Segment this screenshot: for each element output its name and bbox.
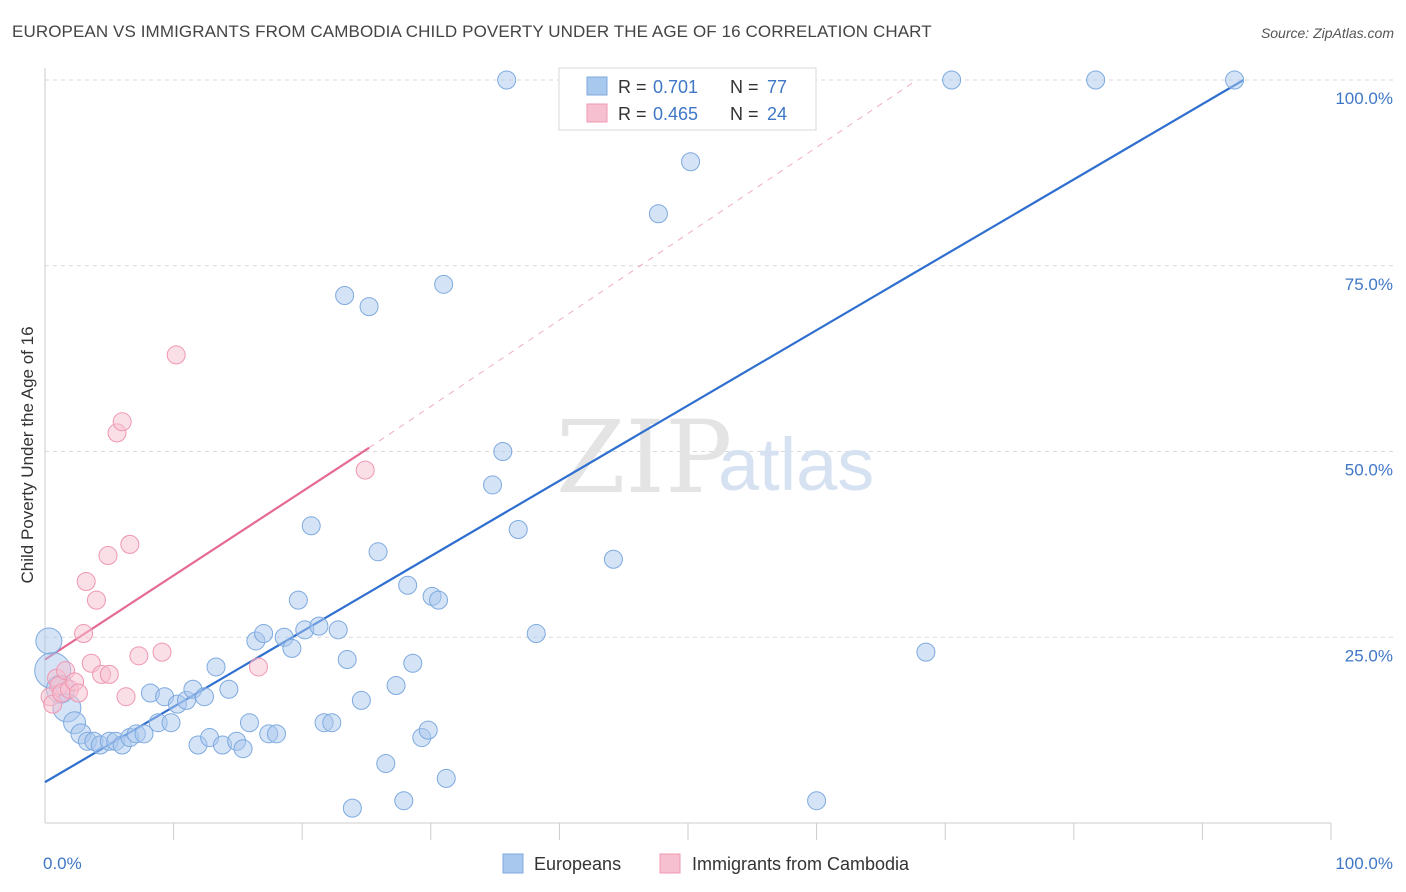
trend-lines xyxy=(44,79,1245,784)
watermark: ZIP atlas xyxy=(556,399,874,516)
x-tick-label: 100.0% xyxy=(1335,854,1393,873)
point-europeans xyxy=(219,679,239,699)
legend-r-label: R = xyxy=(618,104,647,124)
point-cambodia xyxy=(86,590,106,610)
point-europeans xyxy=(266,724,286,744)
point-europeans xyxy=(322,713,342,733)
point-europeans xyxy=(206,657,226,677)
point-europeans xyxy=(497,70,517,90)
point-cambodia xyxy=(355,460,375,480)
point-cambodia xyxy=(68,683,88,703)
legend-swatch-europeans xyxy=(586,76,608,96)
point-europeans xyxy=(233,739,253,759)
point-europeans xyxy=(403,653,423,673)
point-cambodia xyxy=(116,687,136,707)
legend-label-europeans: Europeans xyxy=(534,854,621,874)
trend-line-extension xyxy=(368,79,918,449)
point-europeans xyxy=(1225,70,1245,90)
point-europeans xyxy=(194,687,214,707)
legend-n-value: 24 xyxy=(767,104,787,124)
point-europeans xyxy=(288,590,308,610)
trend-line-europeans xyxy=(44,79,1245,784)
point-europeans xyxy=(1086,70,1106,90)
point-europeans xyxy=(508,520,528,540)
point-europeans xyxy=(359,297,379,317)
point-cambodia xyxy=(76,572,96,592)
point-europeans xyxy=(429,590,449,610)
y-tick-label: 50.0% xyxy=(1345,461,1393,480)
point-europeans xyxy=(483,475,503,495)
point-cambodia xyxy=(129,646,149,666)
legend-swatch-europeans xyxy=(502,853,524,874)
y-tick-label: 100.0% xyxy=(1335,89,1393,108)
chart-source: Source: ZipAtlas.com xyxy=(1260,25,1394,41)
watermark-zip: ZIP xyxy=(556,399,732,516)
tick-labels: 25.0% 50.0% 75.0% 100.0% 0.0% 100.0% xyxy=(43,89,1393,873)
point-cambodia xyxy=(99,664,119,684)
point-europeans xyxy=(161,713,181,733)
y-tick-label: 25.0% xyxy=(1345,646,1393,665)
point-europeans xyxy=(239,713,259,733)
point-europeans xyxy=(681,152,701,172)
point-europeans xyxy=(942,70,962,90)
point-europeans xyxy=(603,549,623,569)
point-cambodia xyxy=(166,345,186,365)
x-tick-label: 0.0% xyxy=(43,854,82,873)
point-europeans xyxy=(134,724,154,744)
point-cambodia xyxy=(120,534,140,554)
point-europeans xyxy=(394,791,414,811)
point-europeans xyxy=(328,620,348,640)
point-europeans xyxy=(254,624,274,644)
point-europeans xyxy=(342,798,362,818)
series-legend: Europeans Immigrants from Cambodia xyxy=(502,853,910,874)
point-europeans xyxy=(436,768,456,788)
data-points xyxy=(34,70,1245,818)
point-europeans xyxy=(351,690,371,710)
point-cambodia xyxy=(98,546,118,566)
point-europeans xyxy=(916,642,936,662)
watermark-atlas: atlas xyxy=(718,423,874,506)
legend-r-label: R = xyxy=(618,77,647,97)
point-europeans xyxy=(398,575,418,595)
legend-r-value: 0.701 xyxy=(653,77,698,97)
point-europeans xyxy=(376,754,396,774)
chart-title: EUROPEAN VS IMMIGRANTS FROM CAMBODIA CHI… xyxy=(12,22,932,41)
point-europeans xyxy=(434,274,454,294)
legend-n-label: N = xyxy=(730,77,759,97)
point-europeans xyxy=(386,676,406,696)
point-cambodia xyxy=(112,412,132,432)
legend-swatch-cambodia xyxy=(586,103,608,123)
y-tick-label: 75.0% xyxy=(1345,275,1393,294)
point-europeans xyxy=(368,542,388,562)
legend-swatch-cambodia xyxy=(659,853,681,874)
point-cambodia xyxy=(248,657,268,677)
point-cambodia xyxy=(152,642,172,662)
point-europeans xyxy=(418,720,438,740)
legend-r-value: 0.465 xyxy=(653,104,698,124)
point-europeans xyxy=(335,285,355,305)
point-europeans xyxy=(337,650,357,670)
point-cambodia xyxy=(74,624,94,644)
point-europeans xyxy=(526,624,546,644)
point-europeans xyxy=(35,627,63,655)
trend-line-cambodia xyxy=(44,446,370,661)
correlation-legend: R = 0.701 N = 77 R = 0.465 N = 24 xyxy=(558,67,817,131)
point-europeans xyxy=(807,791,827,811)
point-europeans xyxy=(309,616,329,636)
legend-n-value: 77 xyxy=(767,77,787,97)
legend-n-label: N = xyxy=(730,104,759,124)
legend-label-cambodia: Immigrants from Cambodia xyxy=(692,854,910,874)
point-europeans xyxy=(493,442,513,461)
gridlines xyxy=(45,79,1393,638)
point-europeans xyxy=(282,638,302,658)
point-europeans xyxy=(648,204,668,224)
point-europeans xyxy=(301,516,321,536)
